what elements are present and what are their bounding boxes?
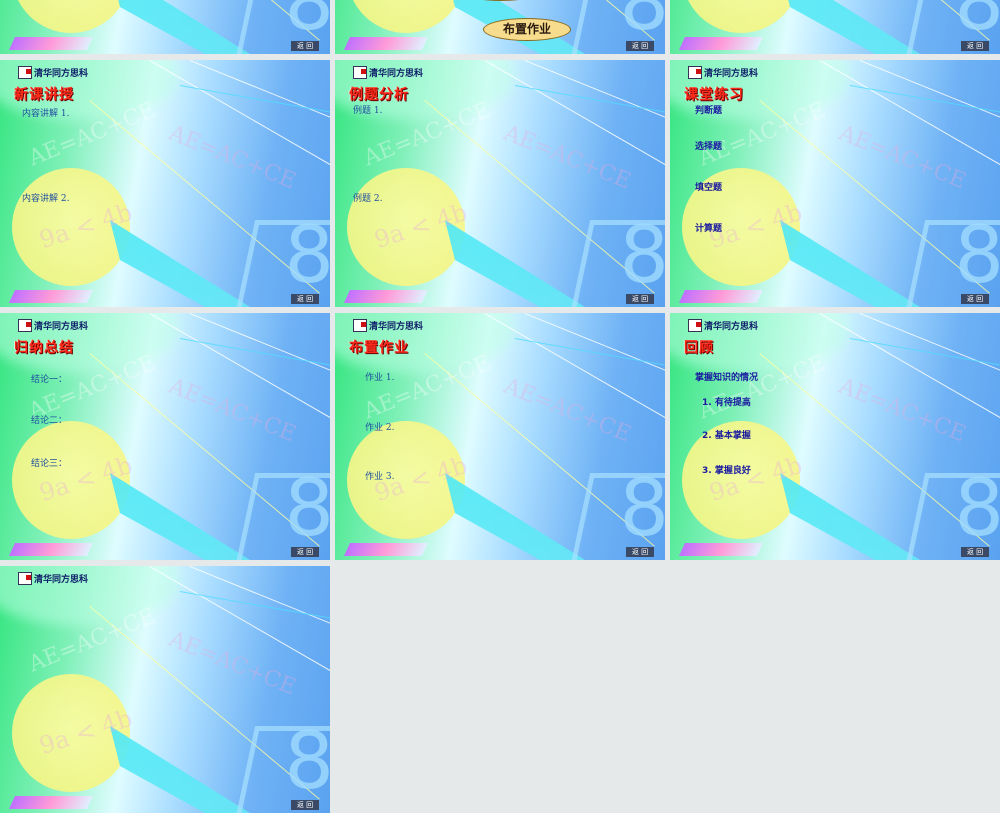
slide-title: 新课讲授 <box>14 84 74 104</box>
watermark-eight: 8 <box>954 211 1000 301</box>
content-item: 例题 2. <box>353 191 382 204</box>
content-item: 作业 2. <box>365 420 394 433</box>
logo-text: 清华同方思科 <box>369 66 423 79</box>
logo: 清华同方思科 <box>688 66 758 79</box>
watermark-eight: 8 <box>284 464 330 554</box>
brand-badge <box>9 290 93 303</box>
back-button[interactable]: 返 回 <box>626 547 654 557</box>
watermark-formula: AE=AC+CE <box>835 121 969 195</box>
content-item: 作业 3. <box>365 469 394 482</box>
slide-title: 布置作业 <box>349 337 409 357</box>
brand-badge <box>344 290 428 303</box>
watermark-eight: 8 <box>619 464 665 554</box>
assign-homework-button[interactable]: 布置作业 <box>483 18 571 41</box>
logo: 清华同方思科 <box>18 66 88 79</box>
logo-text: 清华同方思科 <box>704 319 758 332</box>
logo-icon <box>18 572 32 585</box>
logo: 清华同方思科 <box>18 572 88 585</box>
content-item: 结论三： <box>31 456 67 469</box>
logo-text: 清华同方思科 <box>369 319 423 332</box>
logo: 清华同方思科 <box>688 319 758 332</box>
content-item: 3. 掌握良好 <box>702 463 751 476</box>
brand-badge <box>9 543 93 556</box>
watermark-formula: AE=AC+CE <box>835 374 969 448</box>
watermark-formula: AE=AC+CE <box>500 121 634 195</box>
slide-title: 回顾 <box>684 337 714 357</box>
watermark-formula: AE=AC+CE <box>165 374 299 448</box>
watermark-formula: AE=AC+CE <box>165 627 299 701</box>
content-item: 1. 有待提高 <box>702 395 751 408</box>
brand-badge <box>679 290 763 303</box>
slide-title: 例题分析 <box>349 84 409 104</box>
brand-badge <box>344 543 428 556</box>
slide-title: 课堂练习 <box>684 84 744 104</box>
content-item: 2. 基本掌握 <box>702 428 751 441</box>
content-item: 内容讲解 1. <box>22 106 69 119</box>
brand-badge <box>9 796 93 809</box>
content-item: 结论二： <box>31 413 67 426</box>
brand-badge <box>344 37 428 50</box>
logo-text: 清华同方思科 <box>34 66 88 79</box>
content-item: 计算题 <box>695 221 722 234</box>
logo-icon <box>353 66 367 79</box>
content-item: 判断题 <box>695 103 722 116</box>
back-button[interactable]: 返 回 <box>291 800 319 810</box>
content-item: 填空题 <box>695 180 722 193</box>
watermark-eight: 8 <box>284 717 330 807</box>
logo: 清华同方思科 <box>353 66 423 79</box>
yellow-circle-decoration <box>347 0 465 33</box>
content-item: 作业 1. <box>365 370 394 383</box>
watermark-eight: 8 <box>619 211 665 301</box>
logo-icon <box>688 319 702 332</box>
brand-badge <box>679 37 763 50</box>
watermark-formula: AE=AC+CE <box>165 121 299 195</box>
watermark-eight: 8 <box>954 464 1000 554</box>
logo-icon <box>18 319 32 332</box>
content-item: 选择题 <box>695 139 722 152</box>
back-button[interactable]: 返 回 <box>291 41 319 51</box>
back-button[interactable]: 返 回 <box>626 41 654 51</box>
content-item: 掌握知识的情况 <box>695 370 758 383</box>
yellow-circle-decoration <box>12 0 130 33</box>
logo-text: 清华同方思科 <box>34 319 88 332</box>
content-item: 内容讲解 2. <box>22 191 69 204</box>
brand-badge <box>679 543 763 556</box>
back-button[interactable]: 返 回 <box>626 294 654 304</box>
yellow-circle-decoration <box>682 0 800 33</box>
logo: 清华同方思科 <box>18 319 88 332</box>
logo-icon <box>353 319 367 332</box>
back-button[interactable]: 返 回 <box>961 547 989 557</box>
back-button[interactable]: 返 回 <box>961 294 989 304</box>
logo-text: 清华同方思科 <box>704 66 758 79</box>
back-button[interactable]: 返 回 <box>291 547 319 557</box>
watermark-formula: AE=AC+CE <box>500 374 634 448</box>
content-item: 结论一： <box>31 372 67 385</box>
back-button[interactable]: 返 回 <box>291 294 319 304</box>
watermark-eight: 8 <box>284 211 330 301</box>
logo-icon <box>18 66 32 79</box>
logo-icon <box>688 66 702 79</box>
logo: 清华同方思科 <box>353 319 423 332</box>
slide-sorter-view: { "common": { "logo_text": "清华同方思科", "ba… <box>0 0 1000 600</box>
back-button[interactable]: 返 回 <box>961 41 989 51</box>
slide-title: 归纳总结 <box>14 337 74 357</box>
brand-badge <box>9 37 93 50</box>
logo-text: 清华同方思科 <box>34 572 88 585</box>
content-item: 例题 1. <box>353 103 382 116</box>
